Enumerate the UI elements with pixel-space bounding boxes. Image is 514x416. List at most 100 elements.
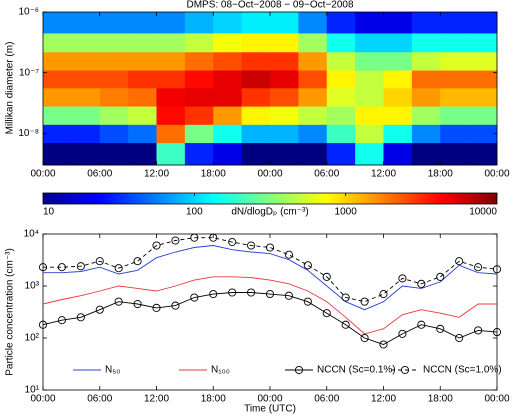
chart-title: DMPS: 08−Oct−2008 − 09−Oct−2008 — [186, 0, 353, 11]
series-marker — [303, 261, 312, 270]
series-marker — [398, 274, 407, 283]
heatmap-cell — [43, 33, 72, 53]
series-marker — [228, 288, 237, 297]
series-marker — [284, 250, 293, 259]
heatmap-cell — [213, 106, 243, 125]
x-tick-label: 06:00 — [87, 169, 112, 180]
series-marker — [455, 333, 464, 343]
series-marker — [341, 293, 350, 302]
series-marker — [152, 241, 161, 250]
series-marker — [114, 297, 123, 306]
series-marker — [76, 313, 85, 322]
heatmap-cell — [411, 124, 441, 144]
heatmap-cell — [213, 12, 243, 34]
x-tick-label: 12:00 — [371, 169, 396, 180]
x-tick-label: 06:00 — [87, 394, 112, 405]
heatmap-cell — [128, 124, 157, 144]
heatmap-cell — [156, 12, 186, 34]
heatmap-cell — [468, 142, 498, 166]
heatmap-cell — [411, 142, 441, 166]
heatmap-cell — [128, 12, 157, 34]
heatmap-cell — [71, 33, 101, 53]
y-tick-label: 10⁴ — [24, 229, 39, 240]
heatmap-cell — [468, 12, 498, 34]
legend-marker — [294, 365, 304, 375]
heatmap-cell — [298, 51, 328, 71]
series-marker — [38, 320, 48, 329]
legend-label: NCCN (Sc=0.1%) — [317, 365, 396, 376]
heatmap-cell — [43, 142, 72, 166]
x-tick-label: 00:00 — [30, 394, 55, 405]
heatmap-cell — [184, 51, 214, 71]
heatmap-cell — [128, 142, 157, 166]
series-marker — [265, 290, 275, 299]
series-line — [42, 292, 498, 345]
heatmap-cell — [326, 70, 356, 89]
heatmap-cell — [99, 106, 129, 125]
heatmap-cell — [355, 106, 384, 125]
heatmap-cell — [411, 70, 441, 89]
series-marker — [360, 333, 369, 343]
y-tick-label: 10² — [25, 333, 40, 344]
heatmap-cell — [355, 142, 384, 166]
heatmap-cell — [71, 12, 101, 34]
series-marker — [57, 263, 66, 272]
x-tick-label: 12:00 — [144, 394, 169, 405]
colorbar-tick-label: 10000 — [469, 207, 497, 218]
heatmap-cell — [355, 33, 384, 53]
heatmap-cell — [43, 12, 72, 34]
heatmap-cell — [43, 106, 72, 125]
y-axis-label: Particle concentration (cm⁻³) — [5, 248, 16, 376]
heatmap-cell — [298, 106, 328, 125]
heatmap-cell — [440, 106, 470, 125]
heatmap-cell — [156, 87, 186, 107]
heatmap-cell — [383, 33, 413, 53]
series-marker — [398, 329, 407, 338]
series-marker — [284, 291, 293, 300]
colorbar-tick-label: 100 — [186, 207, 203, 218]
heatmap-cell — [99, 12, 129, 34]
series-marker — [152, 303, 161, 312]
heatmap-cell — [71, 87, 101, 107]
series-marker — [341, 320, 350, 329]
heatmap-cell — [184, 70, 214, 89]
plot-frame — [42, 11, 498, 166]
heatmap-cell — [71, 106, 101, 125]
series-marker — [95, 257, 104, 266]
x-tick-label: 00:00 — [30, 169, 55, 180]
heatmap-cell — [128, 33, 157, 53]
heatmap-cell — [468, 33, 498, 53]
heatmap-cell — [213, 142, 243, 166]
y-axis-label: Millikan diameter (m) — [5, 42, 16, 135]
heatmap-cell — [411, 87, 441, 107]
heatmap-cell — [213, 51, 243, 71]
heatmap-cell — [99, 124, 129, 144]
series-marker — [360, 297, 369, 306]
heatmap-cell — [270, 51, 299, 71]
heatmap-cell — [43, 51, 72, 71]
heatmap-cell — [43, 70, 72, 89]
colorbar-label: dN/dlogDₚ (cm⁻³) — [231, 207, 308, 218]
heatmap-cell — [355, 70, 384, 89]
series-marker — [436, 324, 445, 333]
heatmap-cell — [383, 142, 413, 166]
series-marker — [265, 243, 275, 252]
heatmap-cell — [440, 142, 470, 166]
heatmap-cell — [411, 12, 441, 34]
heatmap-cell — [128, 51, 157, 71]
heatmap-cell — [326, 12, 356, 34]
series-marker — [114, 264, 123, 273]
series-marker — [247, 241, 256, 250]
heatmap-cell — [440, 12, 470, 34]
heatmap-cell — [99, 51, 129, 71]
y-tick-label: 10⁻⁸ — [18, 128, 39, 139]
heatmap-cell — [184, 142, 214, 166]
heatmap-cell — [298, 124, 328, 144]
heatmap-cell — [184, 87, 214, 107]
legend-label: N₁₀₀ — [211, 365, 230, 376]
heatmap-cell — [298, 142, 328, 166]
heatmap-cell — [383, 87, 413, 107]
x-tick-label: 12:00 — [371, 394, 396, 405]
series-marker — [417, 279, 426, 288]
